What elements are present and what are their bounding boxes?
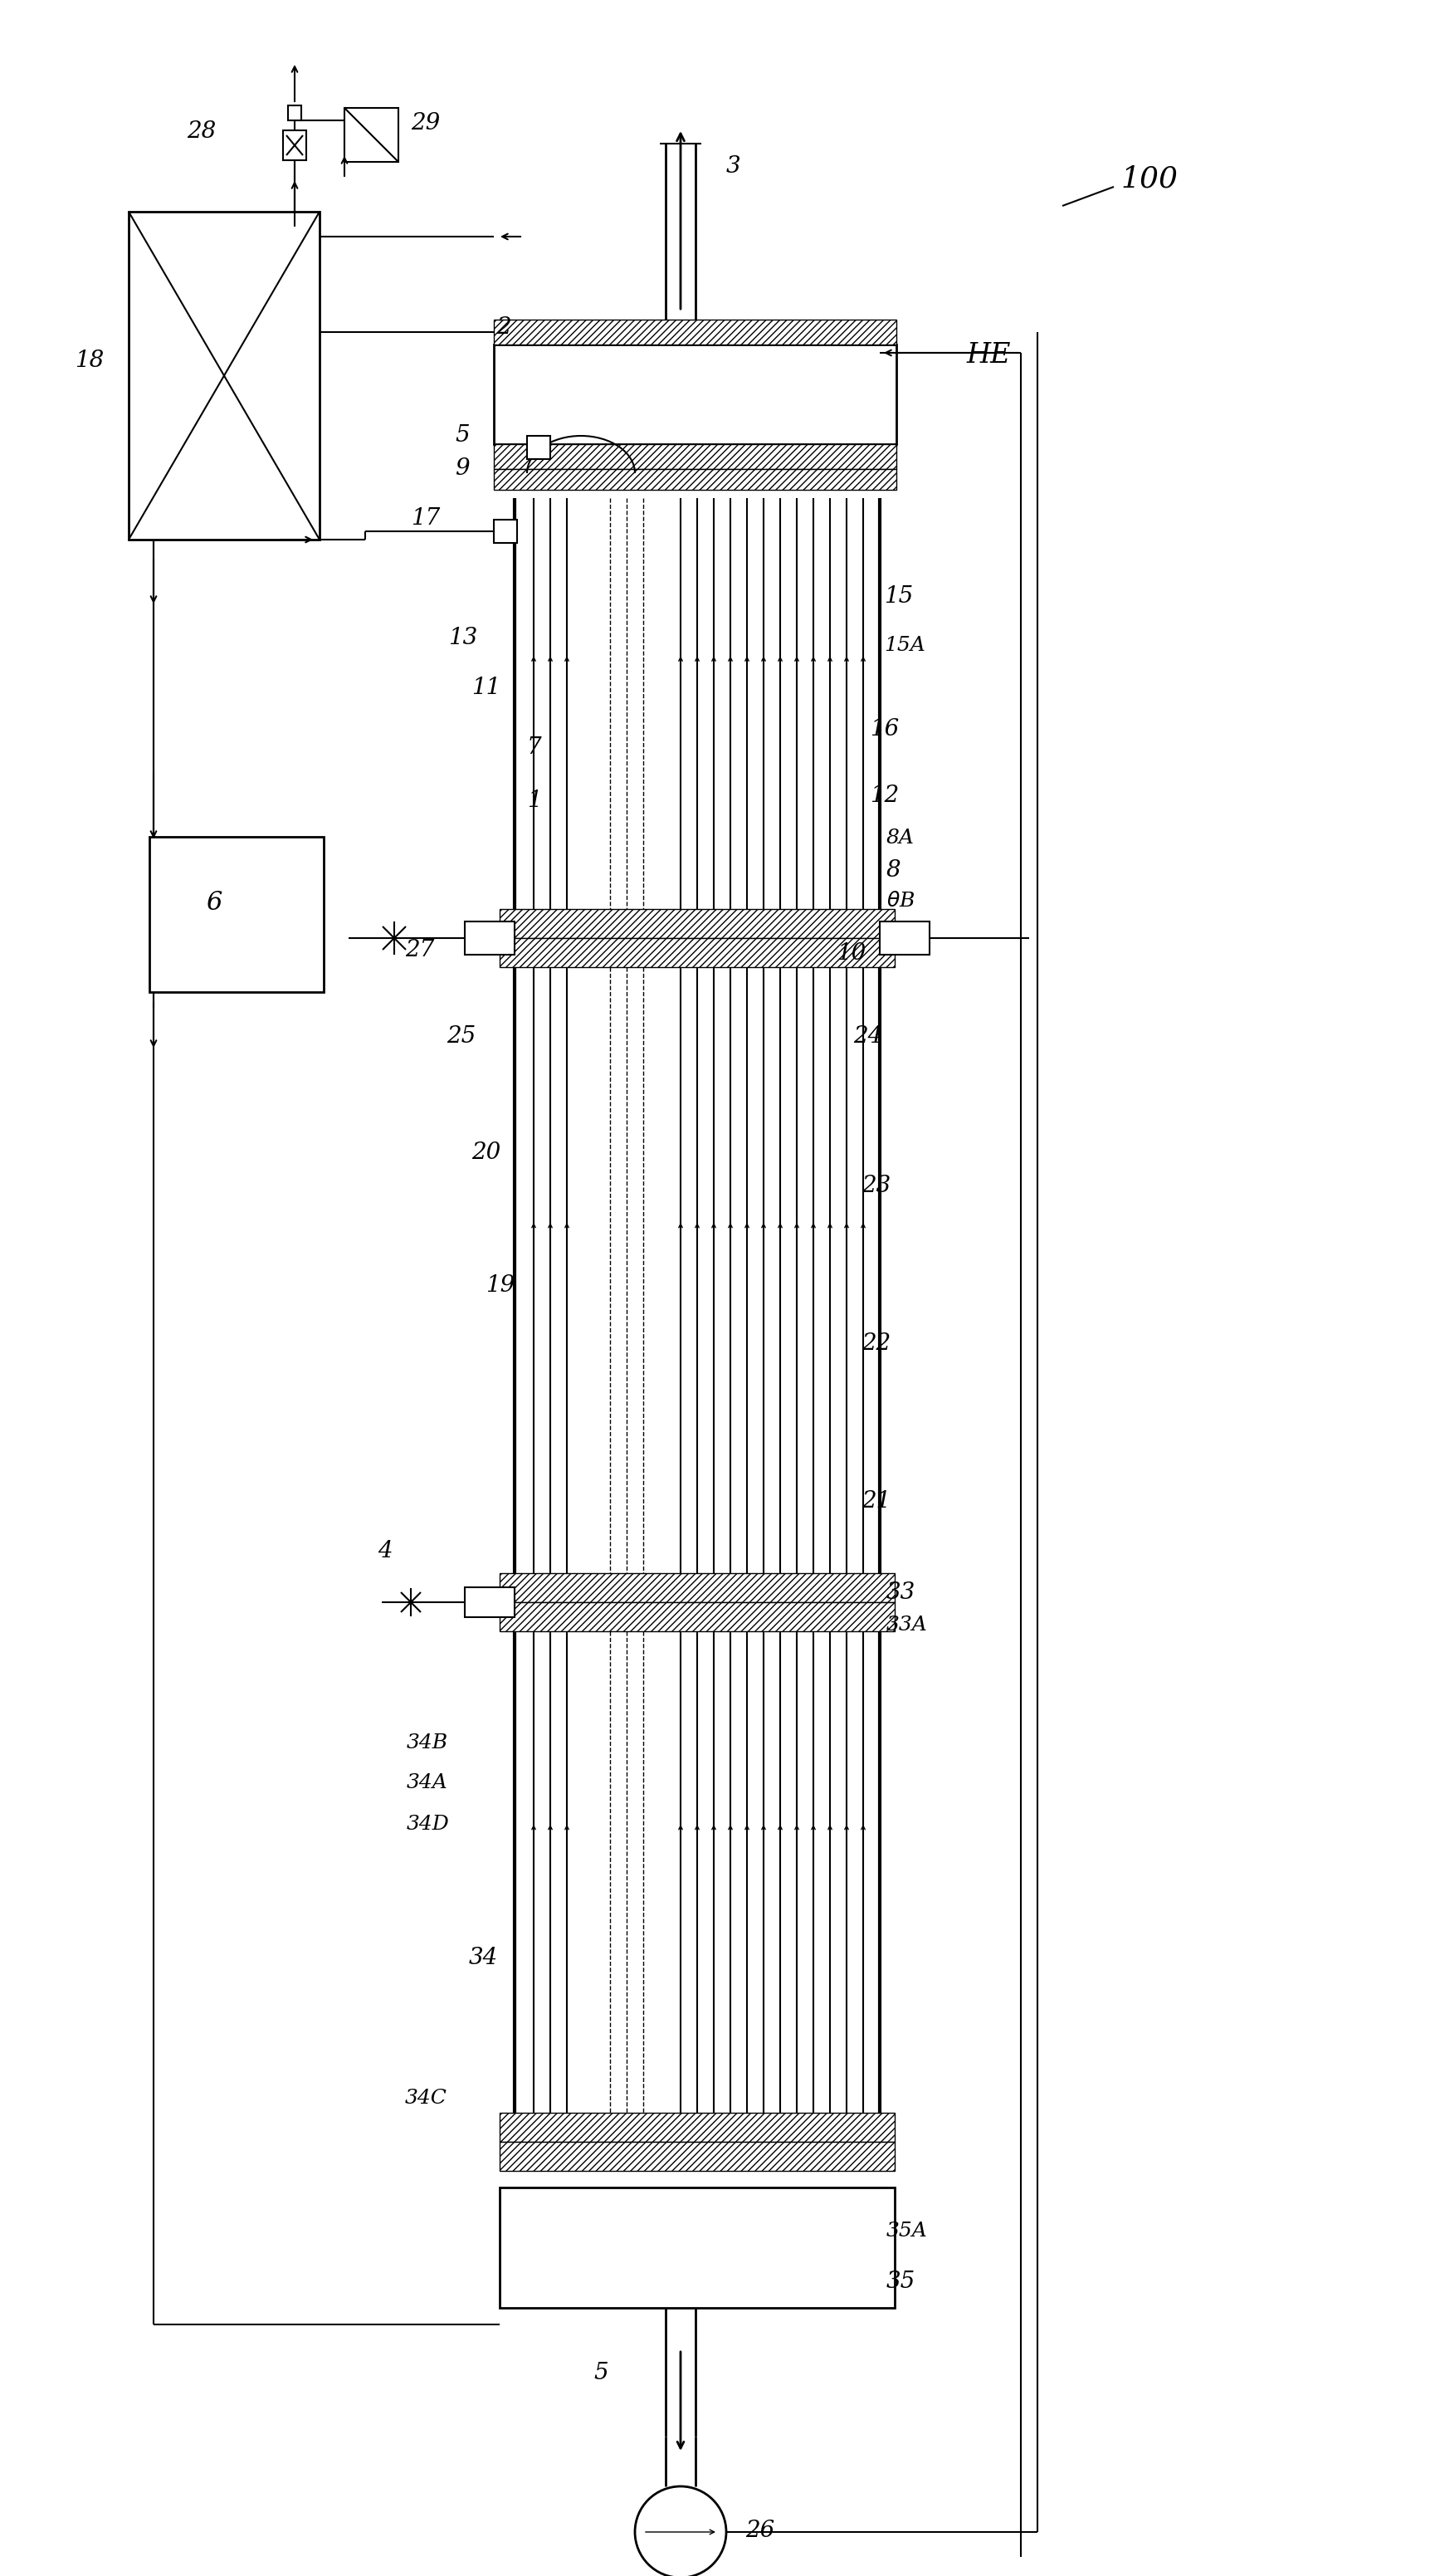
Text: 8A: 8A: [887, 829, 914, 848]
Text: 22: 22: [861, 1332, 891, 1355]
Text: 13: 13: [448, 626, 478, 649]
Bar: [499, 938, 894, 966]
Text: 35: 35: [887, 2269, 916, 2293]
Text: 18: 18: [75, 350, 103, 374]
Text: 15A: 15A: [884, 636, 926, 654]
Text: 20: 20: [472, 1141, 501, 1164]
Text: 25: 25: [446, 1025, 476, 1048]
Text: 34C: 34C: [405, 2089, 448, 2107]
Text: 26: 26: [745, 2519, 775, 2543]
Bar: [494, 469, 897, 489]
Text: $\theta$B: $\theta$B: [887, 891, 916, 909]
Text: 3: 3: [726, 155, 740, 178]
Text: 27: 27: [405, 940, 435, 961]
Text: 1: 1: [527, 791, 541, 811]
Bar: [129, 211, 320, 538]
Bar: [499, 909, 894, 938]
Text: 34A: 34A: [406, 1775, 448, 1793]
Bar: [283, 131, 306, 160]
Text: HE: HE: [967, 343, 1012, 368]
Text: 2: 2: [497, 317, 511, 340]
Text: 4: 4: [377, 1540, 392, 1561]
Text: 34D: 34D: [406, 1816, 449, 1834]
Text: 12: 12: [870, 783, 900, 806]
Text: 11: 11: [472, 675, 501, 698]
Text: 33A: 33A: [887, 1615, 927, 1636]
Text: 17: 17: [410, 507, 441, 531]
Bar: [880, 922, 930, 956]
Bar: [149, 837, 324, 992]
Bar: [499, 2112, 894, 2141]
Text: 9: 9: [455, 459, 469, 479]
Text: 6: 6: [205, 891, 222, 917]
Text: 33: 33: [887, 1582, 916, 1602]
Bar: [499, 1574, 894, 1602]
Circle shape: [634, 2486, 726, 2576]
Text: 23: 23: [861, 1175, 891, 1198]
Bar: [499, 2187, 894, 2308]
Bar: [494, 319, 897, 345]
Bar: [288, 106, 301, 121]
Bar: [344, 108, 399, 162]
Bar: [465, 922, 515, 956]
Bar: [527, 435, 550, 459]
Bar: [494, 520, 517, 544]
Text: 7: 7: [527, 737, 541, 757]
Bar: [499, 1602, 894, 1631]
Text: 19: 19: [485, 1275, 515, 1296]
Bar: [494, 443, 897, 469]
Text: 34: 34: [469, 1947, 498, 1968]
Text: 24: 24: [854, 1025, 883, 1048]
Text: 5: 5: [594, 2362, 608, 2383]
Text: 15: 15: [884, 585, 913, 608]
Text: 100: 100: [1121, 165, 1178, 193]
Text: 10: 10: [837, 943, 865, 963]
Text: 5: 5: [455, 425, 469, 448]
Bar: [465, 1587, 515, 1618]
Text: 8: 8: [887, 858, 901, 881]
Bar: [494, 345, 897, 443]
Text: 16: 16: [870, 719, 900, 739]
Text: 34B: 34B: [406, 1734, 448, 1752]
Text: 29: 29: [410, 111, 441, 134]
Bar: [499, 2141, 894, 2172]
Text: 21: 21: [861, 1489, 891, 1512]
Text: 35A: 35A: [887, 2223, 927, 2241]
Text: 28: 28: [187, 121, 217, 142]
